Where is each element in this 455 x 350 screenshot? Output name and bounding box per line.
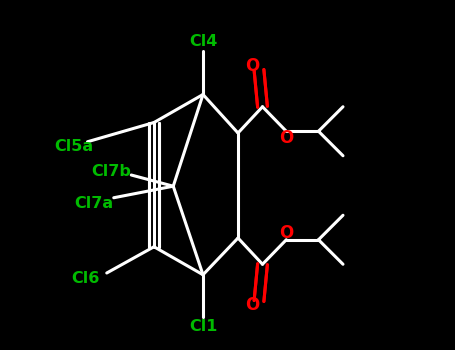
Text: Cl7b: Cl7b [91, 164, 131, 179]
Text: O: O [245, 57, 259, 75]
Text: O: O [245, 295, 259, 314]
Text: O: O [279, 224, 293, 243]
Text: Cl7a: Cl7a [74, 196, 113, 211]
Text: Cl6: Cl6 [71, 271, 100, 286]
Text: Cl4: Cl4 [189, 34, 217, 49]
Text: O: O [279, 128, 293, 147]
Text: Cl5a: Cl5a [54, 139, 93, 154]
Text: Cl1: Cl1 [189, 319, 217, 334]
